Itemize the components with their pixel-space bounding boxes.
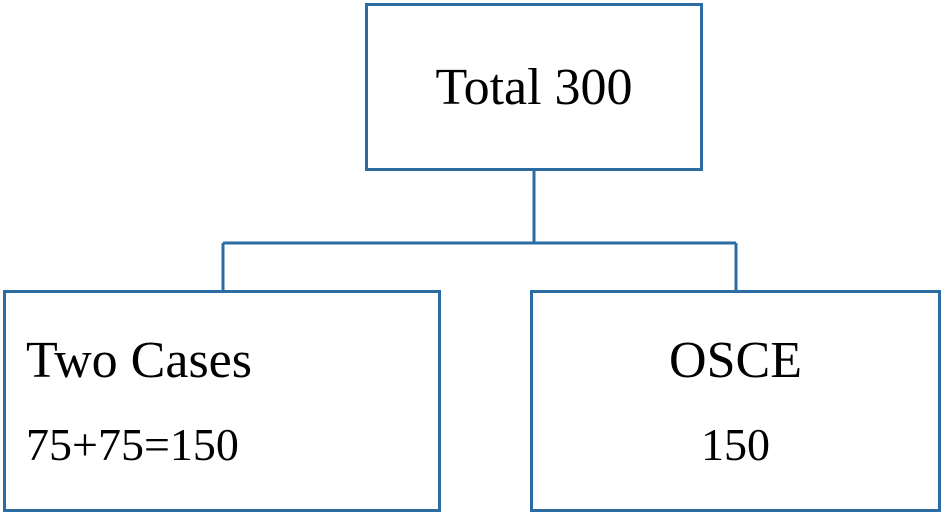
child-title-two-cases: Two Cases bbox=[26, 331, 438, 390]
child-value-two-cases: 75+75=150 bbox=[26, 418, 438, 471]
root-label: Total 300 bbox=[435, 58, 632, 117]
child-node-osce: OSCE 150 bbox=[530, 290, 941, 512]
child-value-osce: 150 bbox=[553, 418, 938, 471]
child-node-two-cases: Two Cases 75+75=150 bbox=[3, 290, 441, 512]
root-node: Total 300 bbox=[365, 3, 703, 171]
child-title-osce: OSCE bbox=[553, 331, 938, 390]
